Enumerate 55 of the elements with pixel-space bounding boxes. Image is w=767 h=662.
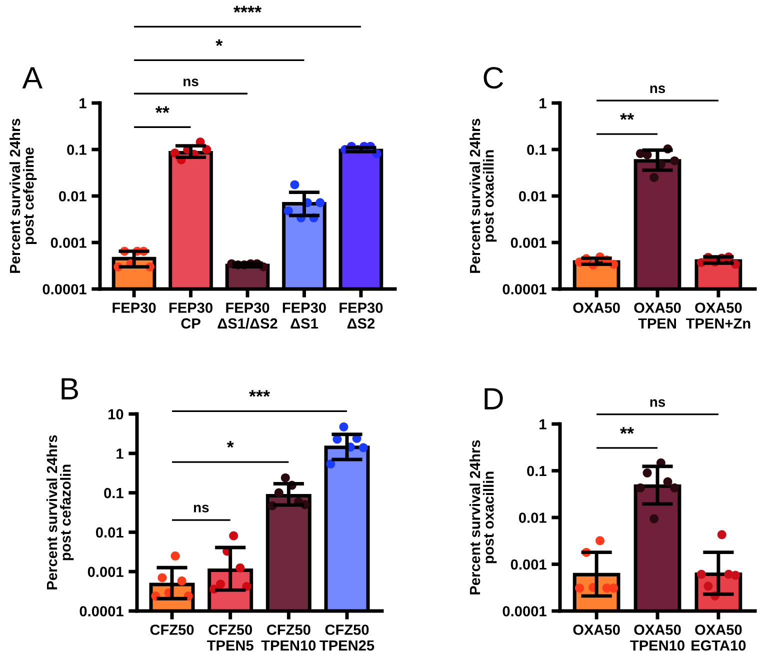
x-tick-label: OXA50 TPEN+Zn (686, 302, 750, 328)
y-axis-title: Percent survival 24hrs post cefepime (9, 118, 37, 273)
y-tick-label: 10 (108, 409, 124, 420)
annotation: ** (620, 113, 634, 120)
x-tick-label: OXA50 EGTA10 (692, 624, 746, 651)
annotation: ** (620, 427, 634, 434)
y-tick-label: 0.001 (510, 559, 546, 570)
x-tick-label: OXA50 (573, 302, 620, 313)
y-axis-title: Percent survival 24hrs post oxacillin (469, 440, 497, 594)
y-tick-label: 0.01 (59, 191, 86, 202)
y-tick-label: 0.01 (519, 191, 546, 202)
annotation: ** (155, 106, 170, 114)
annotation: * (226, 440, 234, 448)
x-tick-label: FEP30 ΔS1 (282, 302, 326, 329)
y-axis-title: Percent survival 24hrs post cefazolin (46, 435, 74, 590)
x-tick-label: OXA50 (573, 624, 620, 635)
x-tick-label: FEP30 ΔS1/ΔS2 (218, 302, 278, 329)
text: *** (249, 390, 270, 397)
x-tick-label: OXA50 TPEN (634, 302, 681, 328)
y-tick-label: 0.01 (96, 527, 124, 538)
y-axis-title: Percent survival 24hrs post oxacillin (469, 118, 497, 273)
text: **** (234, 6, 262, 13)
y-tick-label: 0.01 (519, 512, 546, 523)
y-tick-label: 0.0001 (42, 284, 86, 294)
x-tick-label: FEP30 (112, 302, 156, 313)
x-tick-label: CFZ50 TPEN25 (320, 624, 374, 651)
y-tick-label: 0.1 (527, 144, 546, 155)
y-tick-label: 0.0001 (502, 606, 546, 616)
text: ns (650, 86, 666, 94)
chart-title: C (484, 66, 504, 89)
y-tick-label: 1 (116, 448, 124, 459)
chart-title: B (62, 378, 78, 400)
y-tick-label: 0.0001 (80, 606, 124, 616)
y-tick-label: 0.1 (67, 144, 86, 155)
chart-title: D (484, 388, 503, 410)
y-tick-label: 1 (80, 98, 86, 108)
x-tick-label: CFZ50 (150, 624, 194, 635)
y-tick-label: 0.1 (527, 466, 546, 476)
x-tick-label: CFZ50 TPEN10 (261, 624, 316, 651)
x-tick-label: FEP30 CP (169, 302, 212, 329)
x-tick-label: OXA50 TPEN10 (630, 624, 684, 651)
text: ns (650, 399, 666, 407)
y-tick-label: 0.001 (510, 238, 546, 248)
y-tick-label: 0.001 (50, 238, 86, 248)
y-tick-label: 0.1 (104, 488, 124, 498)
y-tick-label: 0.0001 (502, 284, 546, 294)
text: * (216, 39, 223, 46)
text: ns (184, 78, 198, 86)
y-tick-label: 1 (540, 419, 546, 430)
chart-title: A (22, 67, 43, 88)
x-tick-label: FEP30 ΔS2 (340, 302, 383, 329)
y-tick-label: 1 (540, 98, 546, 108)
y-tick-label: 0.001 (88, 566, 124, 578)
x-tick-label: CFZ50 TPEN5 (206, 624, 254, 651)
annotation: ns (194, 504, 209, 512)
